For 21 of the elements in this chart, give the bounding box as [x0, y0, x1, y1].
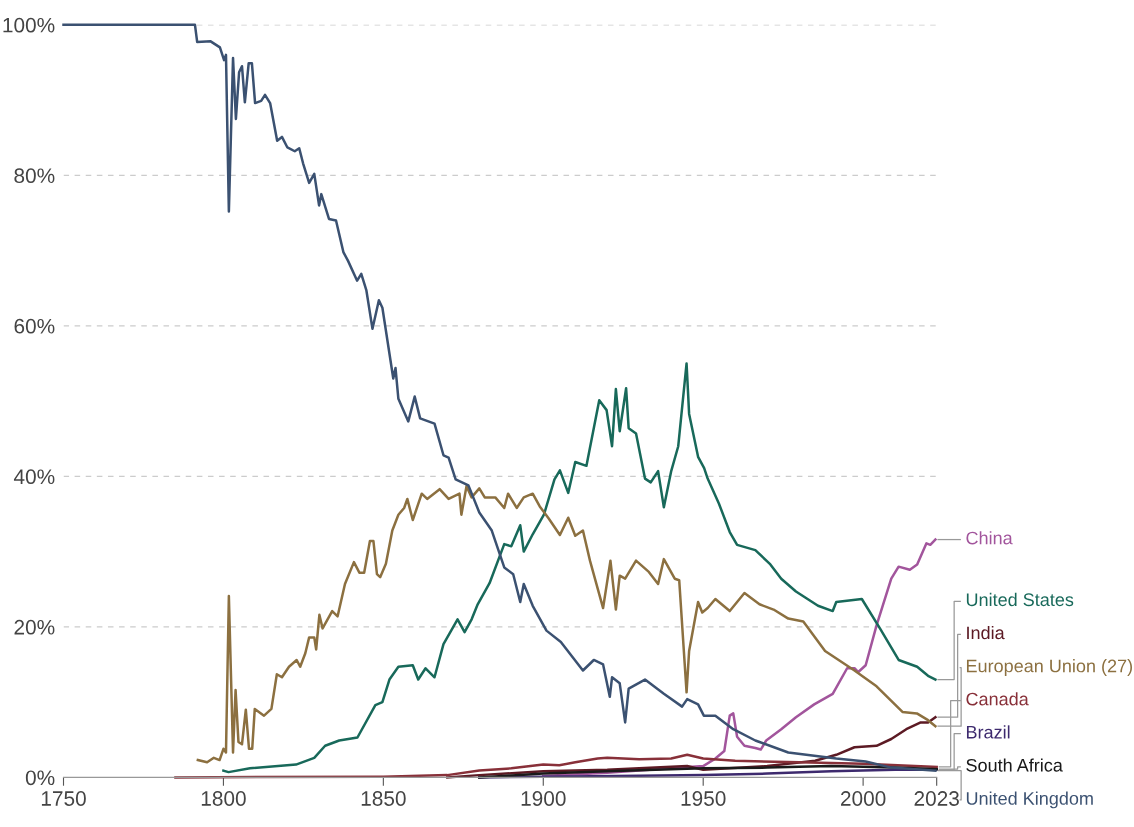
x-tick-label: 1750: [41, 791, 86, 806]
y-tick-label: 40%: [13, 469, 55, 485]
text: Brazil: [966, 725, 1010, 739]
series-label: China: [966, 531, 1013, 545]
x-tick-label: 1900: [521, 791, 566, 806]
y-tick-label: 60%: [14, 318, 55, 334]
y-tick-label: 0%: [25, 770, 55, 786]
x-tick-label: 1850: [361, 791, 406, 806]
series-label: South Africa: [966, 758, 1063, 772]
y-tick-label: 80%: [14, 168, 55, 184]
text: United Kingdom: [966, 791, 1093, 809]
text: Canada: [966, 692, 1029, 706]
y-tick-label: 100%: [3, 17, 55, 33]
y-tick-label: 20%: [14, 619, 55, 635]
text: India: [967, 625, 1005, 640]
text: United States: [966, 592, 1074, 607]
x-tick-label: 1800: [201, 791, 246, 806]
x-tick-label: 1950: [681, 791, 726, 806]
x-tick-label: 2023: [914, 791, 959, 806]
text: European Union (27): [966, 659, 1132, 676]
x-tick-label: 2000: [841, 791, 886, 806]
